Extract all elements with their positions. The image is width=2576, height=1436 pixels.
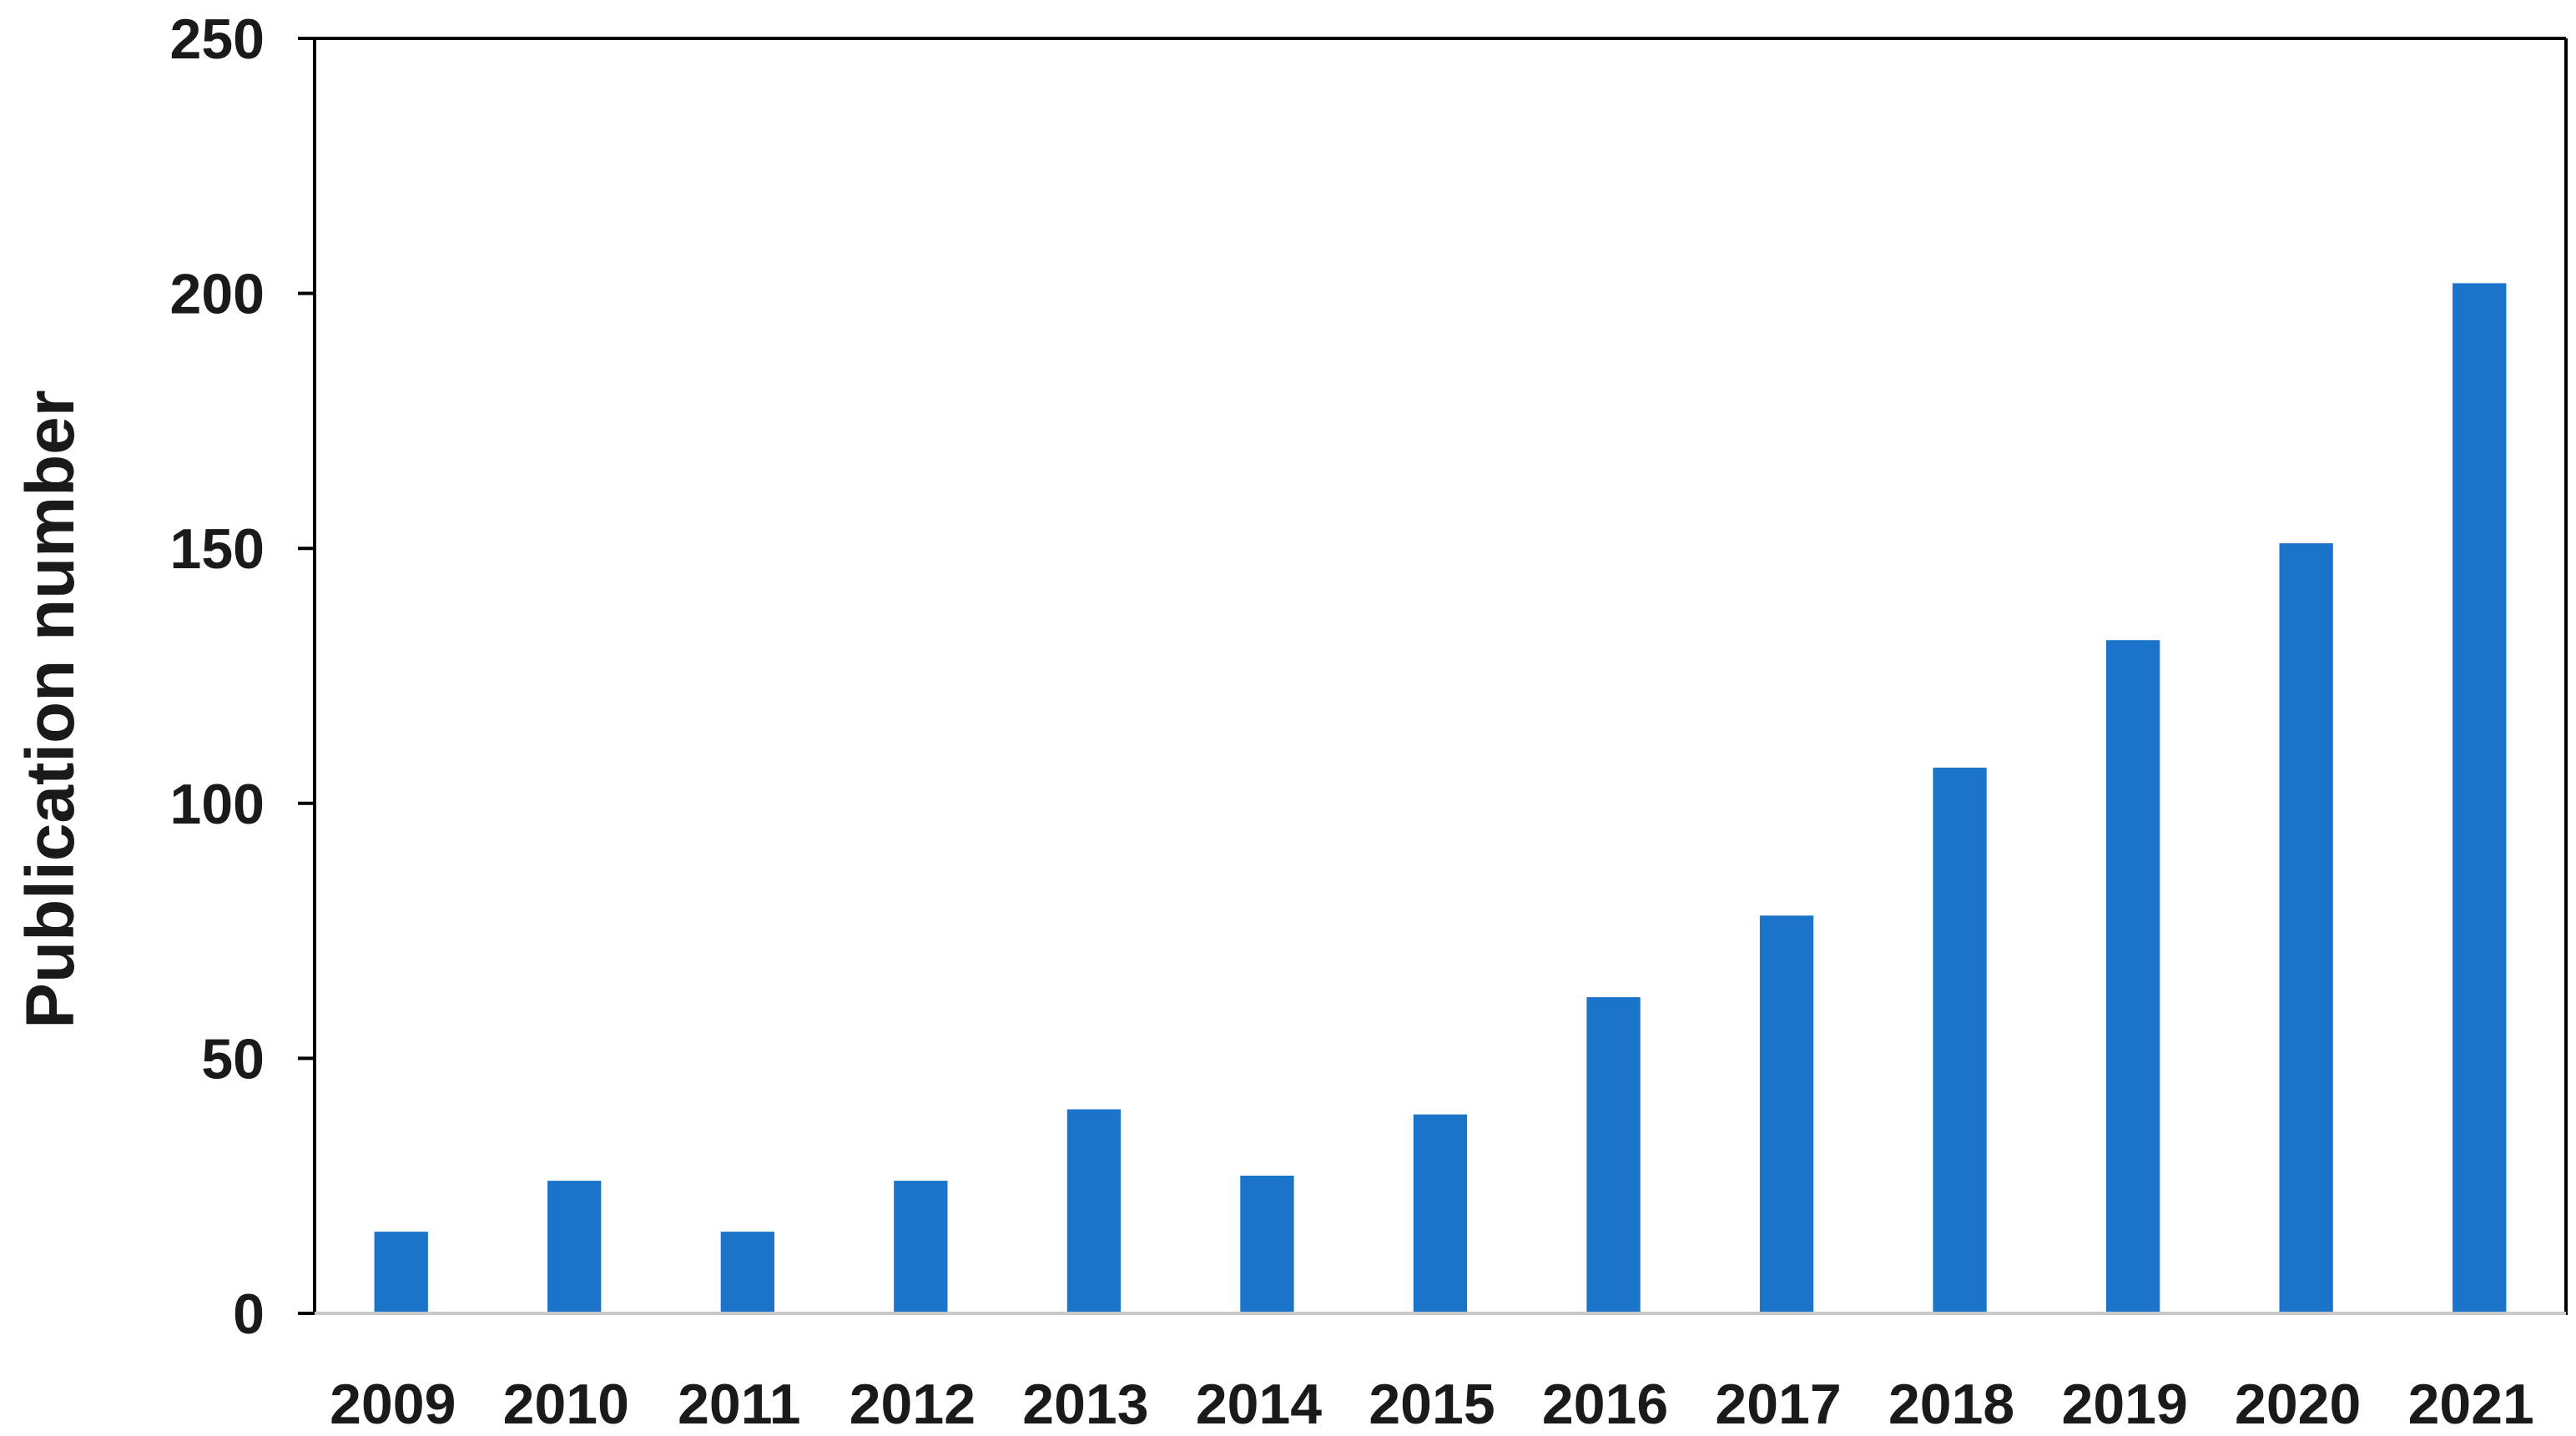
bar-2015 <box>1413 1114 1468 1313</box>
bar-2021 <box>2452 283 2507 1313</box>
x-tick-label-2009: 2009 <box>330 1373 456 1436</box>
x-tick-label-2019: 2019 <box>2062 1373 2188 1436</box>
x-tick-label-2018: 2018 <box>1888 1373 2014 1436</box>
x-tick-label-2015: 2015 <box>1369 1373 1495 1436</box>
bars-group <box>374 283 2507 1313</box>
bar-2013 <box>1066 1109 1122 1313</box>
x-tick-label-2016: 2016 <box>1542 1373 1668 1436</box>
y-tick-label-0: 0 <box>233 1282 265 1346</box>
bar-2016 <box>1586 997 1641 1313</box>
x-tick-label-2021: 2021 <box>2408 1373 2534 1436</box>
axes-group <box>298 37 2568 1315</box>
x-tick-label-2013: 2013 <box>1022 1373 1148 1436</box>
x-tick-label-2012: 2012 <box>849 1373 975 1436</box>
y-tick-label-250: 250 <box>170 8 265 71</box>
bar-2011 <box>720 1232 774 1313</box>
y-tick-label-200: 200 <box>170 263 265 326</box>
x-tick-labels: 2009 2010 2011 2012 2013 2014 2015 2016 2017 2018… <box>330 1373 2534 1436</box>
bar-2012 <box>894 1181 948 1313</box>
bar-2018 <box>1933 768 1987 1313</box>
bar-2014 <box>1240 1176 1294 1313</box>
y-tick-label-100: 100 <box>170 773 265 836</box>
y-tick-label-150: 150 <box>170 517 265 581</box>
x-tick-label-2017: 2017 <box>1715 1373 1841 1436</box>
y-axis-title: Publication number <box>13 390 88 1028</box>
bar-2020 <box>2279 543 2333 1313</box>
bar-2009 <box>374 1232 428 1313</box>
x-tick-label-2010: 2010 <box>503 1373 629 1436</box>
bar-2017 <box>1759 915 1814 1313</box>
bar-2010 <box>547 1181 602 1313</box>
y-tick-label-50: 50 <box>201 1027 265 1091</box>
x-tick-label-2014: 2014 <box>1196 1373 1322 1436</box>
x-tick-label-2020: 2020 <box>2235 1373 2361 1436</box>
bar-2019 <box>2106 640 2160 1313</box>
y-tick-labels: 0 50 100 150 200 250 <box>170 8 315 1346</box>
x-tick-label-2011: 2011 <box>678 1373 801 1436</box>
